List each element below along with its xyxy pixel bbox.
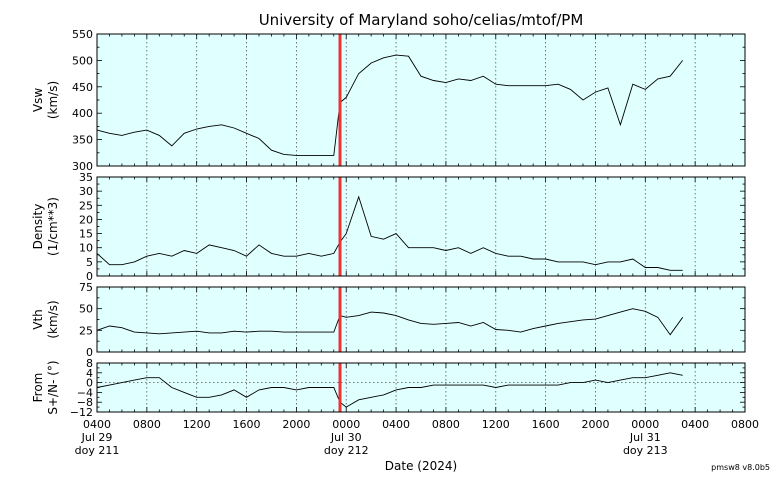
x-tick-label: 1600 [532,418,560,431]
y-tick-label: 30 [79,185,93,198]
y-axis-label: Vsw [31,88,45,112]
series-line [96,195,683,271]
y-tick-label: 10 [79,242,93,255]
y-tick-label: 300 [72,160,93,173]
x-tick-label: 0400 [681,418,709,431]
y-axis-label: From [31,373,45,403]
y-axis-label: Density [31,204,45,250]
y-tick-label: 75 [79,281,93,294]
x-tick-label: 0800 [133,418,161,431]
panel-frame [96,362,746,413]
panel-background [97,177,745,276]
y-tick-label: 15 [79,228,93,241]
y-axis-unit: (km/s) [46,300,60,338]
series-line [96,308,684,336]
y-tick-label: 550 [72,28,93,41]
y-tick-label: 350 [72,134,93,147]
x-tick-label: 1200 [482,418,510,431]
panel-0: 300 350 400 450 500 550 Vsw (km/s) [31,28,746,173]
x-tick-label: 0400 [382,418,410,431]
x-tick-label: 1600 [233,418,261,431]
y-tick-label: −8 [77,396,93,409]
y-axis-unit: S+/N- (°) [46,360,60,414]
y-axis-unit: (km/s) [46,81,60,119]
y-axis-unit: (1/cm**3) [46,197,60,256]
y-tick-label: 4 [86,367,93,380]
panel-frame [96,33,746,167]
x-tick-label: 2000 [282,418,310,431]
x-axis-ticks: 0400 0800 1200 1600 2000 0000 0400 0800 1200 1600… [75,418,759,457]
day-label-doy: doy 211 [75,444,120,457]
y-tick-label: 25 [79,324,93,337]
day-label-date: Jul 30 [330,431,362,444]
y-tick-label: 20 [79,213,93,226]
y-tick-label: 400 [72,107,93,120]
y-tick-label: 0 [86,346,93,359]
series-line [96,54,684,156]
x-tick-label: 0800 [731,418,759,431]
day-label-doy: doy 212 [324,444,369,457]
x-tick-label: 0400 [83,418,111,431]
day-label-doy: doy 213 [623,444,668,457]
x-axis-label: Date (2024) [385,459,457,473]
day-label-date: Jul 31 [629,431,661,444]
chart-title: University of Maryland soho/celias/mtof/… [259,11,584,29]
x-tick-label: 2000 [581,418,609,431]
y-tick-label: 8 [86,357,93,370]
y-tick-label: −12 [70,406,93,419]
x-tick-label: 0800 [432,418,460,431]
y-axis-label: Vth [31,309,45,330]
y-tick-label: 25 [79,199,93,212]
y-tick-label: 0 [86,377,93,390]
panel-2: 0 25 50 75 Vth (km/s) [31,281,746,359]
panel-background [97,34,745,166]
y-tick-label: 500 [72,54,93,67]
x-tick-label: 0000 [631,418,659,431]
panel-frame [96,286,746,353]
day-label-date: Jul 29 [81,431,113,444]
y-tick-label: 35 [79,171,93,184]
y-tick-label: −4 [77,386,93,399]
y-tick-label: 0 [86,270,93,283]
series-line [96,372,683,408]
x-tick-label: 1200 [183,418,211,431]
y-tick-label: 450 [72,81,93,94]
x-tick-label: 0000 [332,418,360,431]
y-tick-label: 5 [86,256,93,269]
version-label: pmsw8 v8.0b5 [711,463,770,472]
y-tick-label: 50 [79,303,93,316]
panel-background [97,287,745,352]
panel-frame [96,176,746,277]
